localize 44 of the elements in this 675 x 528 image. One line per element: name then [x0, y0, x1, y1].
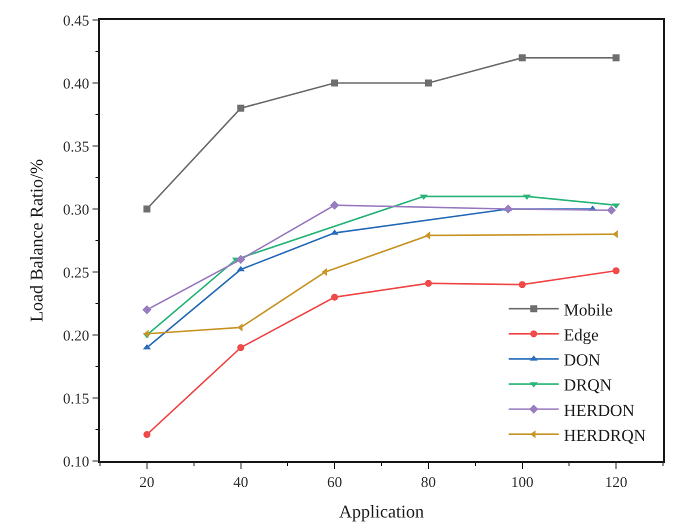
point [612, 203, 620, 209]
point [330, 200, 340, 210]
y-tick-label: 0.35 [63, 139, 90, 156]
x-tick-label: 40 [233, 474, 248, 491]
point [424, 80, 432, 86]
point [237, 344, 244, 352]
legend-label: DON [564, 350, 601, 370]
y-tick-label: 0.30 [63, 202, 90, 218]
point [606, 206, 616, 215]
legend-label: HERDON [564, 400, 635, 420]
point [518, 281, 526, 288]
point [143, 206, 150, 212]
point [236, 266, 245, 272]
x-tick-label: 60 [327, 474, 342, 491]
y-tick-label: 0.20 [63, 328, 90, 344]
point [424, 231, 430, 240]
y-tick-label: 0.45 [63, 13, 90, 30]
point [612, 54, 620, 62]
y-tick-label: 0.25 [63, 265, 90, 282]
y-axis-title: Load Balance Ratio/% [26, 159, 47, 322]
x-tick-label: 20 [139, 474, 154, 491]
point [612, 267, 620, 274]
y-tick-label: 0.40 [63, 76, 90, 92]
y-tick-label: 0.15 [63, 391, 90, 408]
legend-label: Edge [564, 325, 599, 344]
point [331, 80, 338, 86]
point [237, 104, 244, 112]
x-tick-label: 120 [604, 474, 628, 491]
legend-label: Mobile [564, 300, 613, 320]
x-tick-label: 100 [511, 474, 534, 491]
point [236, 254, 246, 264]
y-tick-label: 0.10 [63, 454, 90, 470]
point [330, 229, 339, 235]
point [142, 305, 152, 314]
point [143, 431, 150, 438]
x-tick-label: 80 [420, 474, 436, 491]
point [518, 54, 526, 62]
point [143, 330, 149, 338]
point [424, 280, 432, 287]
x-axis-title: Application [339, 501, 424, 522]
legend-label: HERDRQN [564, 426, 646, 445]
legend-label: DRQN [564, 376, 612, 395]
point [331, 294, 338, 301]
point [504, 204, 513, 214]
